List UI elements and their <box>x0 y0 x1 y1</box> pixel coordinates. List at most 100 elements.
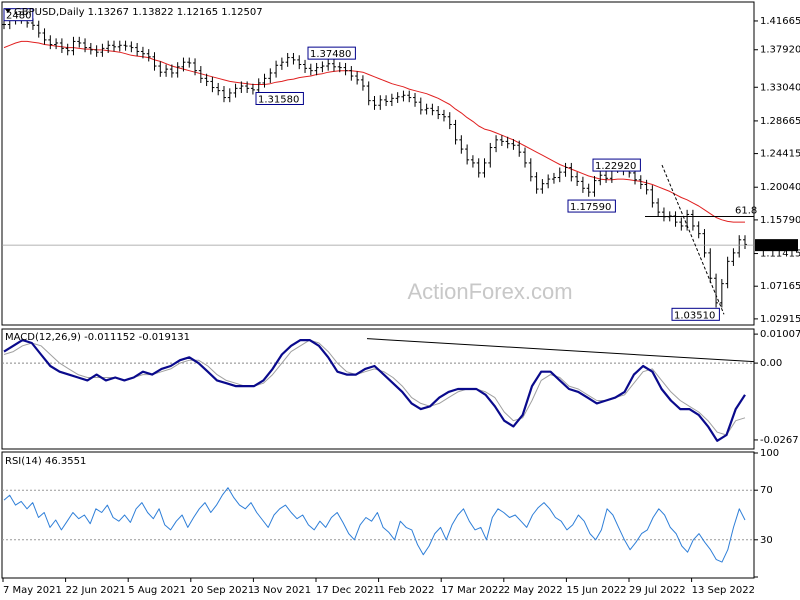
price-annotation-box <box>255 91 304 105</box>
price-title-group: GBPUSD,Daily 1.13267 1.13822 1.12165 1.1… <box>5 7 263 18</box>
price-y-tick-label: 1.28665 <box>760 116 800 127</box>
macd-y-tick-label: -0.0267 <box>760 435 799 446</box>
price-bar <box>546 174 551 189</box>
price-bar <box>679 217 684 231</box>
price-y-tick-label: 1.07165 <box>760 281 800 292</box>
price-bar <box>702 229 707 258</box>
price-bar <box>569 162 574 182</box>
price-bar <box>511 139 516 150</box>
price-bar <box>291 52 296 65</box>
price-bar <box>250 83 255 95</box>
price-bar <box>401 90 406 102</box>
price-bar <box>343 62 348 76</box>
price-bar <box>708 248 713 283</box>
rsi-y-tick-label: 70 <box>760 485 773 496</box>
price-bar <box>494 135 499 153</box>
price-bar <box>499 135 504 147</box>
x-tick-label: 13 Sep 2022 <box>692 585 755 596</box>
price-bar <box>378 95 383 110</box>
price-bar <box>528 158 533 182</box>
x-tick-label: 1 Feb 2022 <box>379 585 435 596</box>
price-annotation: 1.37480 <box>307 46 356 60</box>
price-bar <box>175 62 180 78</box>
macd-y-tick-label: 0.010071 <box>760 329 800 340</box>
price-bar <box>204 73 209 87</box>
x-tick-label: 3 Nov 2021 <box>253 585 311 596</box>
x-tick-label: 20 Sep 2021 <box>191 585 254 596</box>
last-price-label: 1.12507 <box>757 241 798 252</box>
price-bar <box>193 58 198 76</box>
price-annotation: 1.22920 <box>592 158 641 172</box>
price-bar <box>117 40 122 52</box>
x-tick-label: 17 Dec 2021 <box>316 585 380 596</box>
price-bar <box>575 172 580 186</box>
price-bar <box>216 82 221 96</box>
price-y-tick-label: 1.37920 <box>760 45 800 56</box>
price-annotation-label: 1.37480 <box>310 49 351 60</box>
price-bar <box>731 248 736 266</box>
price-y-tick-label: 1.11415 <box>760 249 800 260</box>
price-bar <box>465 144 470 165</box>
price-annotation-label: 1.22920 <box>595 161 636 172</box>
price-title: GBPUSD,Daily 1.13267 1.13822 1.12165 1.1… <box>14 7 263 18</box>
price-bar <box>337 62 342 73</box>
price-bar <box>714 273 719 308</box>
price-bar <box>656 198 661 217</box>
price-bar <box>308 63 313 76</box>
price-bar <box>384 95 389 107</box>
price-bar <box>54 38 59 50</box>
price-bar <box>129 41 134 53</box>
last-price-box <box>755 239 798 252</box>
price-bar <box>135 42 140 57</box>
price-annotation-box <box>3 8 34 22</box>
price-bar <box>36 20 41 38</box>
price-y-tick-label: 1.02915 <box>760 314 800 325</box>
price-bar <box>111 40 116 52</box>
price-bar <box>436 106 441 120</box>
price-bar <box>88 42 93 55</box>
price-bar <box>256 78 261 95</box>
price-bar <box>239 81 244 93</box>
x-tick-label: 29 Jul 2022 <box>629 585 686 596</box>
price-annotation: 1.31580 <box>255 91 304 105</box>
price-annotation: 2480 <box>3 8 34 22</box>
price-bar <box>65 43 70 56</box>
price-bar <box>181 57 186 72</box>
price-annotation-box <box>567 199 616 213</box>
price-bar <box>534 172 539 194</box>
price-y-tick-label: 1.24415 <box>760 149 800 160</box>
price-bar <box>245 81 250 93</box>
price-annotation: 1.03510 <box>671 307 720 321</box>
price-bar <box>198 66 203 83</box>
price-bar <box>586 183 591 197</box>
price-bar <box>563 162 568 177</box>
price-bar <box>285 52 290 67</box>
price-bar <box>407 90 412 103</box>
price-bar <box>488 142 493 168</box>
x-tick-label: 15 Jun 2022 <box>566 585 626 596</box>
price-annotation-box <box>592 158 641 172</box>
rsi-y-tick-label: 100 <box>760 448 779 459</box>
x-tick-label: 2 May 2022 <box>504 585 563 596</box>
price-bar <box>59 38 64 53</box>
rsi-y-tick-label: 30 <box>760 535 773 546</box>
price-bar <box>470 155 475 168</box>
price-bar <box>2 19 6 30</box>
price-annotation-box <box>671 307 720 321</box>
price-bar <box>447 112 452 130</box>
price-bar <box>551 172 556 184</box>
macd-line <box>3 339 746 442</box>
price-bar <box>540 179 545 194</box>
price-bar <box>517 140 522 157</box>
price-bar <box>453 119 458 145</box>
price-bar <box>314 62 319 76</box>
price-bar <box>685 209 690 231</box>
price-bar <box>326 59 331 71</box>
price-annotation-label: 1.03510 <box>674 310 715 321</box>
price-bar <box>331 59 336 72</box>
price-bar <box>719 279 724 308</box>
price-bar <box>355 71 360 85</box>
price-bar <box>42 28 47 45</box>
price-bar <box>418 97 423 115</box>
